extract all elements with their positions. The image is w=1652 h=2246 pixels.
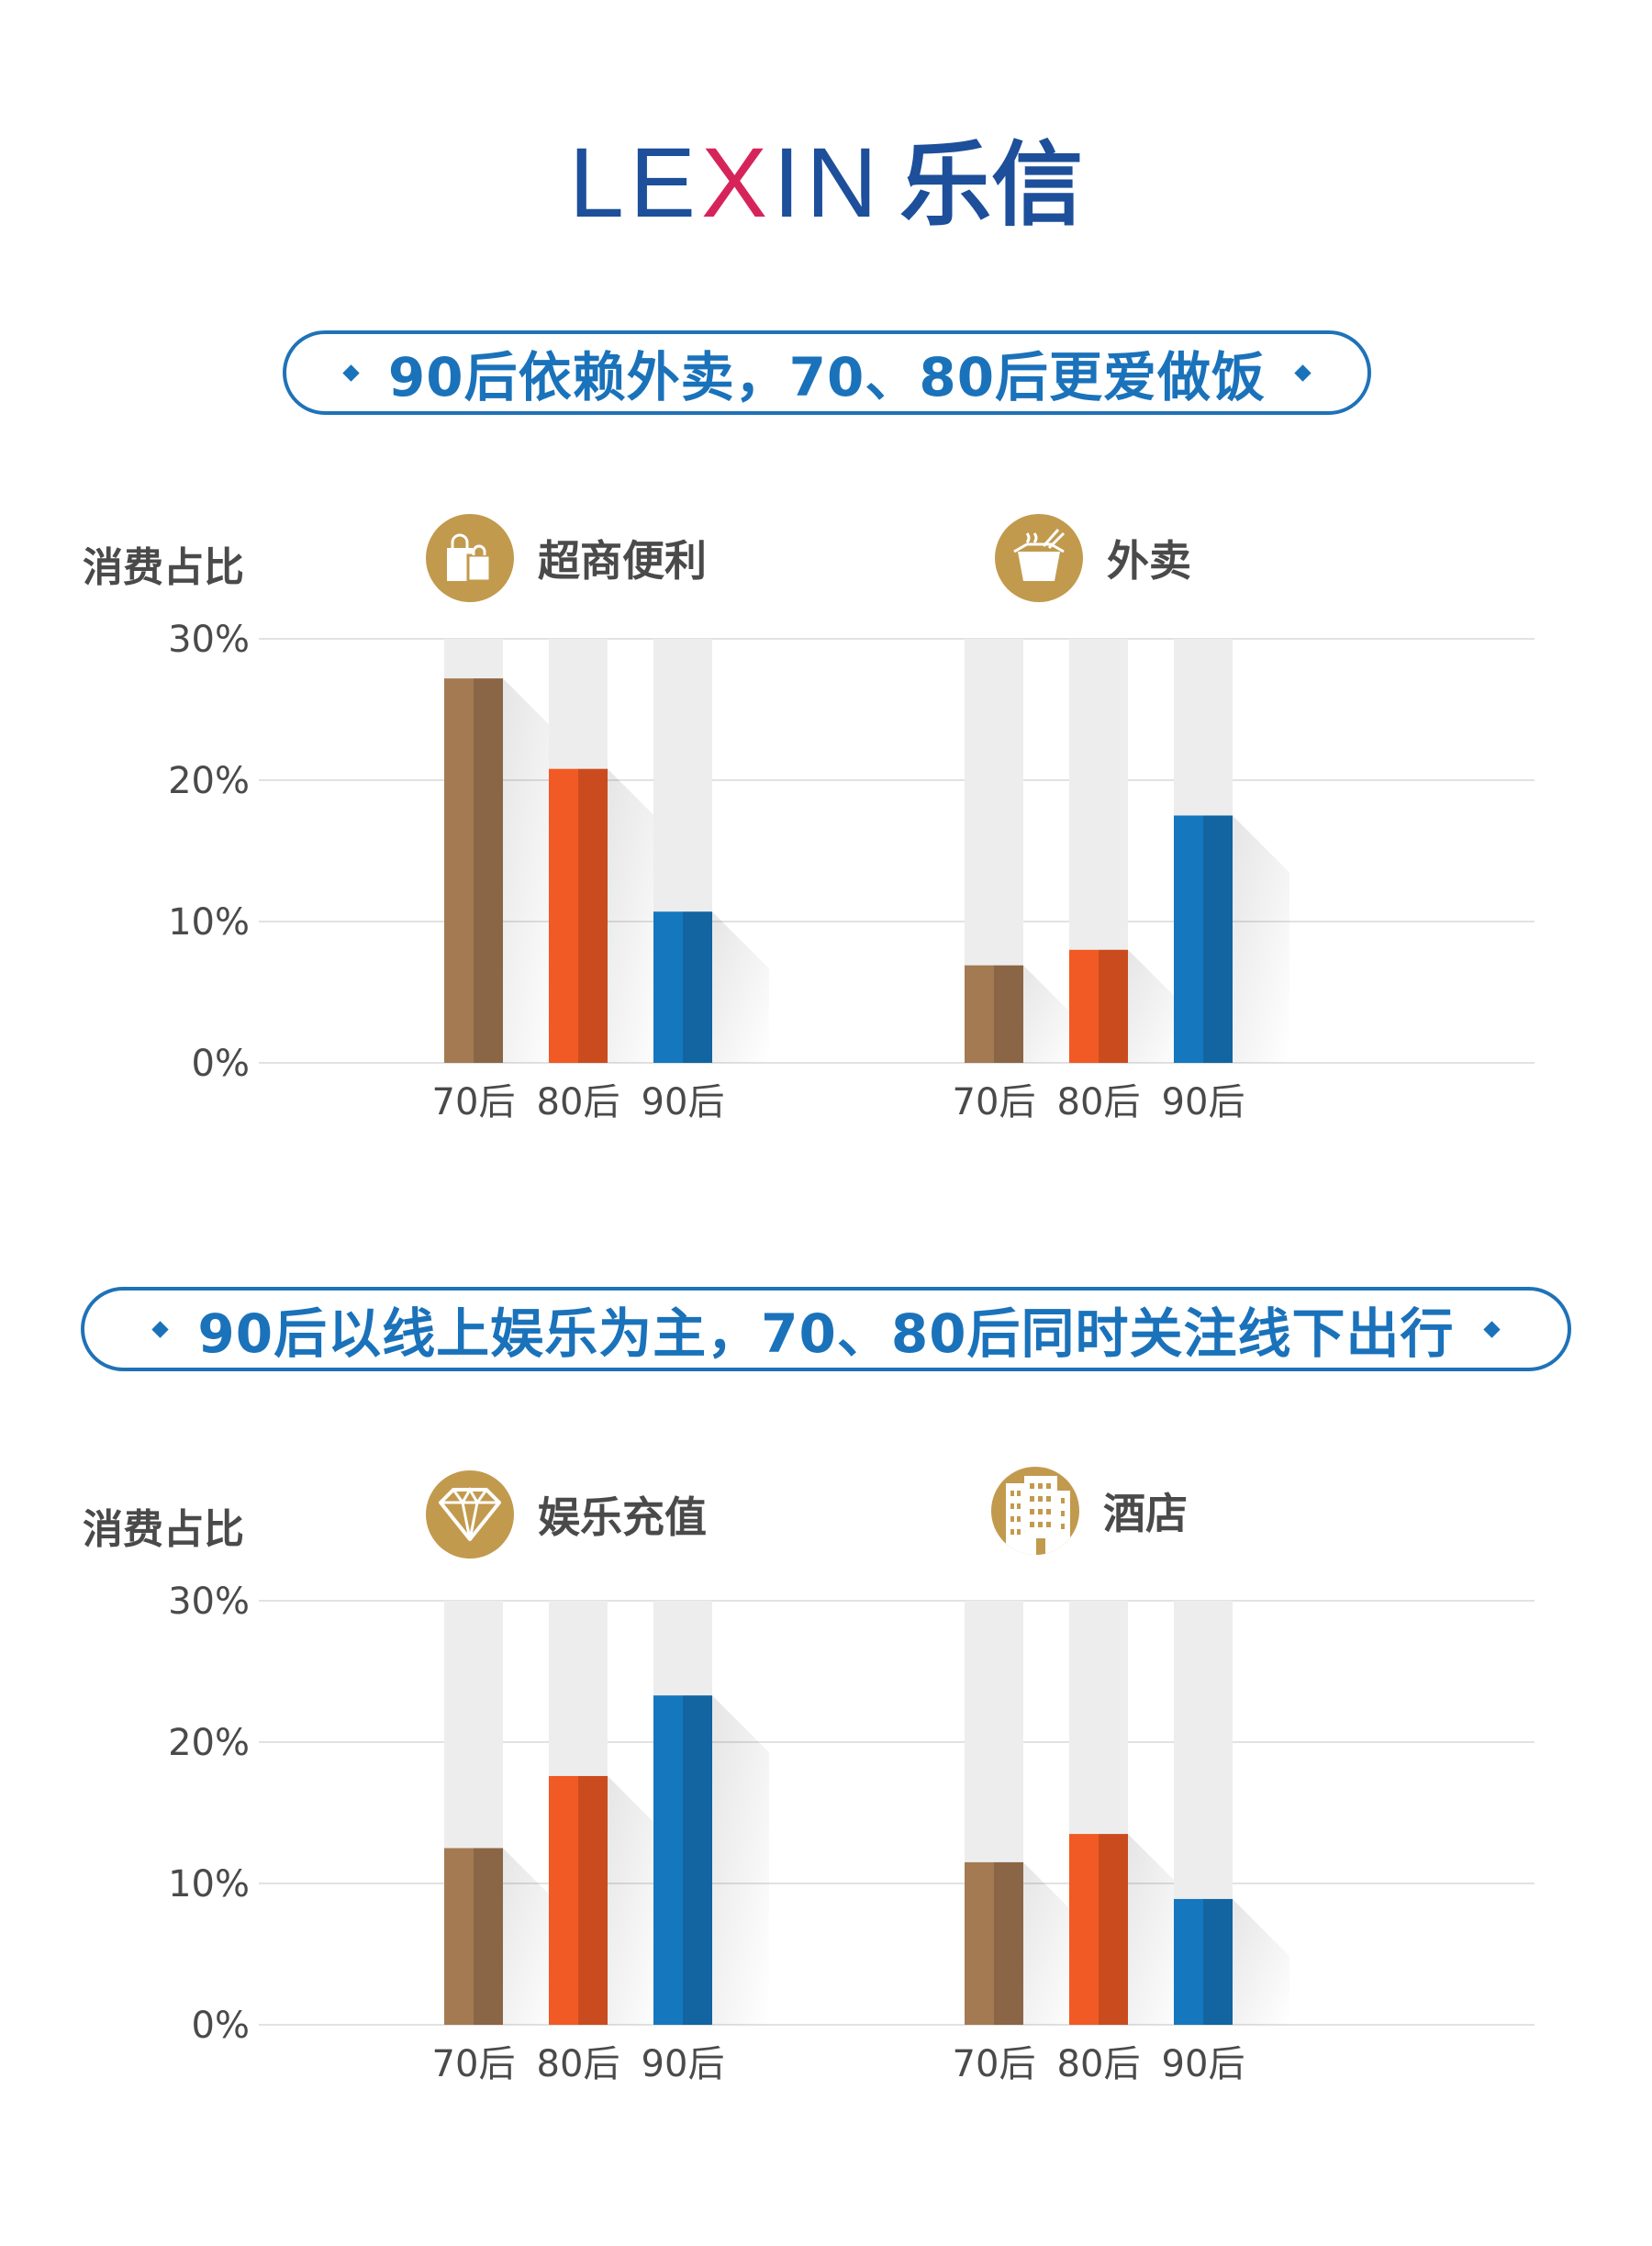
y-tick-label: 30%	[168, 619, 250, 661]
bar-1-90后	[1174, 815, 1233, 1063]
bar-2-80后	[549, 1775, 608, 2025]
hotel-building-icon	[991, 1467, 1079, 1555]
bar-shadow	[1233, 1898, 1289, 2025]
section-2-chart: 0% 10% 20% 30% 70后 80后 90后 70后 80后 90后	[168, 1581, 1535, 2085]
bar-0-70后	[444, 678, 503, 1063]
bar-shadow	[1023, 965, 1080, 1063]
bar-shadow	[712, 911, 769, 1063]
diamond-bullet-icon	[342, 363, 360, 382]
x-tick-label: 70后	[432, 1081, 516, 1123]
bar-3-90后	[1174, 1898, 1233, 2025]
bar-2-70后	[444, 1848, 503, 2025]
bar-shadow	[608, 768, 664, 1063]
bar-0-80后	[549, 768, 608, 1063]
y-tick-label: 30%	[168, 1581, 250, 1623]
x-tick-label: 90后	[1162, 2043, 1245, 2085]
bar-shadow	[608, 1775, 664, 2025]
bar-shadow	[712, 1695, 769, 2025]
lexin-logo: LEXIN 乐信	[0, 110, 1652, 243]
y-tick-label: 0%	[192, 1043, 250, 1085]
section-1-ylabel: 消费占比	[83, 544, 244, 591]
bar-shadow	[1023, 1861, 1080, 2025]
diamond-bullet-icon	[151, 1320, 170, 1338]
section-2-title: 90后以线上娱乐为主，70、80后同时关注线下出行	[197, 1302, 1455, 1365]
x-tick-label: 80后	[537, 2043, 620, 2085]
section-1-title-pill: 90后依赖外卖，70、80后更爱做饭	[283, 330, 1371, 415]
x-tick-label: 70后	[953, 2043, 1036, 2085]
diamond-icon	[426, 1470, 514, 1559]
bar-shadow	[1233, 815, 1289, 1063]
bar-shadow	[1128, 1834, 1185, 2025]
x-tick-label: 90后	[642, 1081, 725, 1123]
takeout-box-icon	[995, 514, 1083, 602]
panel-supermarket-label: 超商便利	[538, 536, 707, 586]
bar-1-70后	[965, 965, 1023, 1063]
x-tick-label: 70后	[953, 1081, 1036, 1123]
section-2-title-pill: 90后以线上娱乐为主，70、80后同时关注线下出行	[81, 1287, 1571, 1371]
y-tick-label: 20%	[168, 1722, 250, 1764]
x-tick-label: 80后	[537, 1081, 620, 1123]
bar-2-90后	[653, 1695, 712, 2025]
y-tick-label: 0%	[192, 2005, 250, 2047]
bar-0-90后	[653, 911, 712, 1063]
logo-latin-2: X	[701, 127, 774, 238]
panel-takeout-header: 外卖	[995, 514, 1191, 602]
diamond-bullet-icon	[1482, 1320, 1501, 1338]
panel-hotel-header: 酒店	[991, 1467, 1188, 1555]
panel-hotel-label: 酒店	[1103, 1489, 1188, 1538]
section-1-chart: 0% 10% 20% 30% 70后 80后 90后 70后 80后 90后	[168, 619, 1535, 1123]
section-2-ylabel: 消费占比	[83, 1506, 244, 1553]
x-tick-label: 90后	[642, 2043, 725, 2085]
bar-3-80后	[1069, 1834, 1128, 2025]
logo-latin-1: LE	[568, 127, 702, 238]
y-tick-label: 10%	[168, 901, 250, 944]
panel-supermarket-header: 超商便利	[426, 514, 707, 602]
section-1-title: 90后依赖外卖，70、80后更爱做饭	[387, 346, 1267, 408]
panel-entertainment-label: 娱乐充值	[538, 1492, 707, 1542]
x-tick-label: 80后	[1057, 1081, 1141, 1123]
bar-shadow	[503, 1848, 560, 2025]
shopping-bags-icon	[426, 514, 514, 602]
logo-chinese: 乐信	[899, 131, 1084, 239]
diamond-bullet-icon	[1294, 363, 1312, 382]
logo-latin-3: IN	[773, 127, 884, 238]
x-tick-label: 80后	[1057, 2043, 1141, 2085]
panel-entertainment-header: 娱乐充值	[426, 1470, 707, 1559]
bar-shadow	[503, 678, 560, 1063]
y-tick-label: 10%	[168, 1863, 250, 1905]
y-tick-label: 20%	[168, 760, 250, 802]
bar-3-70后	[965, 1861, 1023, 2025]
bar-shadow	[1128, 949, 1185, 1063]
x-tick-label: 90后	[1162, 1081, 1245, 1123]
x-tick-label: 70后	[432, 2043, 516, 2085]
bar-1-80后	[1069, 949, 1128, 1063]
panel-takeout-label: 外卖	[1107, 536, 1191, 586]
